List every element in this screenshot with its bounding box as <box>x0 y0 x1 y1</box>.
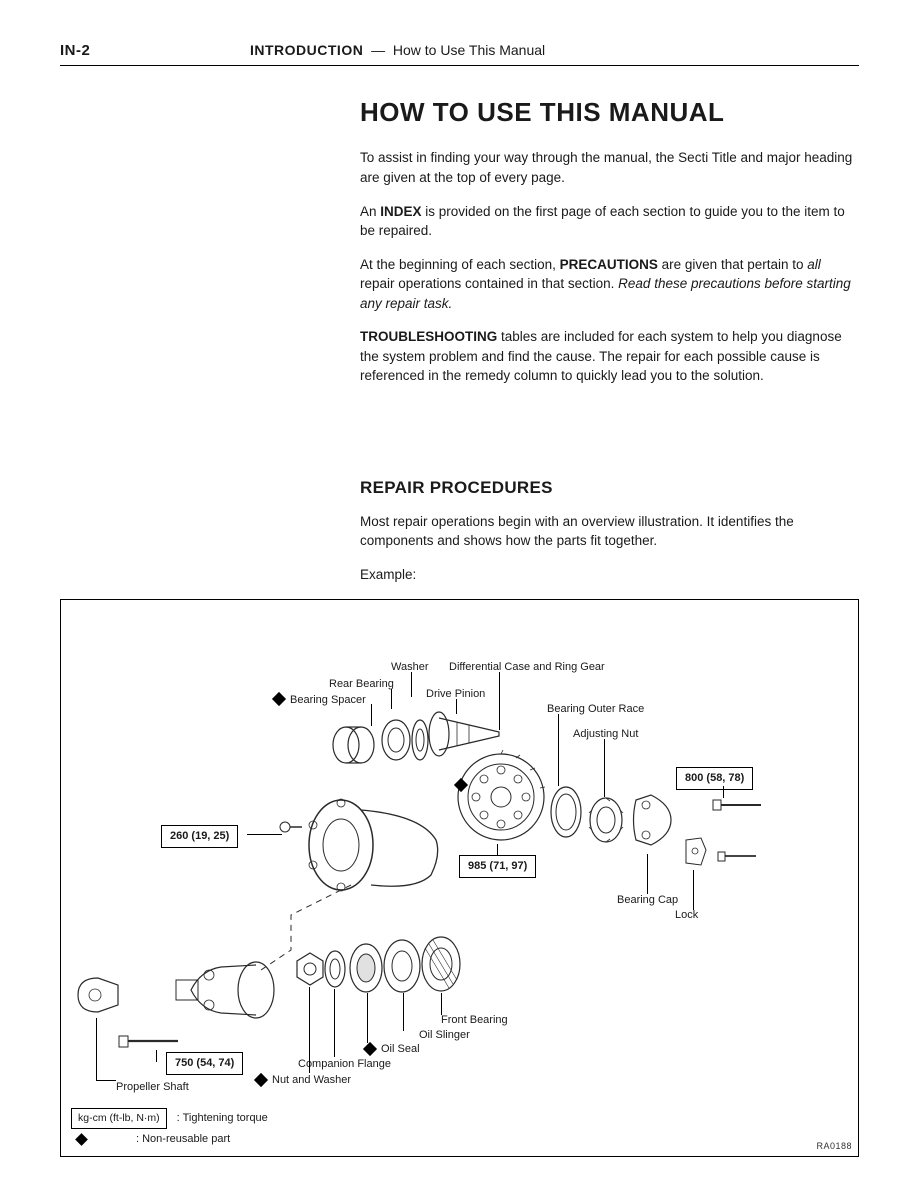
diamond-icon <box>363 1041 377 1055</box>
leader-line <box>96 1080 116 1081</box>
section-subtitle-text: How to Use This Manual <box>393 42 545 58</box>
label-lock: Lock <box>675 908 698 923</box>
intro-paragraph-3: At the beginning of each section, PRECAU… <box>360 255 859 314</box>
part-bolt <box>716 848 761 866</box>
p2b: INDEX <box>380 204 421 219</box>
intro-paragraph-4: TROUBLESHOOTING tables are included for … <box>360 327 859 386</box>
part-oil-slinger <box>381 938 423 994</box>
leader-line <box>604 739 605 797</box>
header-title-block: INTRODUCTION — How to Use This Manual <box>250 41 545 61</box>
leader-line <box>391 689 392 709</box>
label-bearing-cap: Bearing Cap <box>617 893 678 908</box>
torque-box-2: 800 (58, 78) <box>676 767 753 790</box>
section-name: INTRODUCTION <box>250 42 363 58</box>
part-oil-seal <box>346 942 386 994</box>
label-rear-bearing: Rear Bearing <box>329 677 394 692</box>
part-bearing-cap <box>626 790 681 855</box>
part-companion-flange <box>171 955 281 1025</box>
leader-line <box>247 834 282 835</box>
legend-units-desc: : Tightening torque <box>177 1111 268 1126</box>
part-front-bearing <box>419 934 464 994</box>
diamond-icon <box>254 1072 268 1086</box>
leader-line <box>371 704 372 726</box>
part-bolt <box>279 820 304 834</box>
leader-line <box>647 854 648 894</box>
label-propeller-shaft: Propeller Shaft <box>116 1080 189 1095</box>
legend-diamond-desc: : Non-reusable part <box>136 1132 230 1147</box>
leader-line <box>411 672 412 697</box>
intro-paragraph-1: To assist in finding your way through th… <box>360 148 859 187</box>
leader-line <box>723 786 724 798</box>
torque-box-3: 985 (71, 97) <box>459 855 536 878</box>
diamond-icon <box>272 691 286 705</box>
part-bolt <box>711 795 766 815</box>
part-ring-gear <box>456 750 546 845</box>
label-diff-case: Differential Case and Ring Gear <box>449 660 605 675</box>
label-bearing-outer-race: Bearing Outer Race <box>547 702 644 717</box>
part-lock <box>681 835 711 870</box>
exploded-diagram: Washer Differential Case and Ring Gear R… <box>60 599 859 1157</box>
torque-box-4: 750 (54, 74) <box>166 1052 243 1075</box>
figure-id: RA0188 <box>816 1140 852 1153</box>
p2a: An <box>360 204 380 219</box>
diamond-icon <box>75 1133 88 1146</box>
part-washer-small <box>321 948 349 990</box>
torque-box-1: 260 (19, 25) <box>161 825 238 848</box>
part-bearing-spacer <box>331 725 381 780</box>
leader-line <box>367 993 368 1043</box>
part-adjusting-nut <box>586 795 626 845</box>
legend: kg-cm (ft-lb, N·m) : Tightening torque :… <box>71 1105 268 1147</box>
label-oil-seal: Oil Seal <box>381 1042 420 1057</box>
label-front-bearing: Front Bearing <box>441 1013 508 1028</box>
leader-line <box>441 993 442 1015</box>
leader-line <box>558 714 559 786</box>
intro-paragraph-2: An INDEX is provided on the first page o… <box>360 202 859 241</box>
leader-line <box>497 844 498 856</box>
leader-line <box>96 1018 97 1080</box>
example-label: Example: <box>360 565 859 585</box>
p4a: TROUBLESHOOTING <box>360 329 497 344</box>
part-propeller-yoke <box>73 970 128 1020</box>
label-nut-and-washer: Nut and Washer <box>272 1073 351 1088</box>
leader-line <box>334 989 335 1057</box>
page-header: IN-2 INTRODUCTION — How to Use This Manu… <box>60 40 859 66</box>
p3e: repair operations contained in that sect… <box>360 276 618 291</box>
label-companion-flange: Companion Flange <box>298 1057 391 1072</box>
content-area: HOW TO USE THIS MANUAL To assist in find… <box>360 94 859 585</box>
page-title: HOW TO USE THIS MANUAL <box>360 94 859 130</box>
repair-intro: Most repair operations begin with an ove… <box>360 512 859 551</box>
repair-heading: REPAIR PROCEDURES <box>360 476 859 500</box>
leader-line <box>693 870 694 910</box>
leader-line <box>156 1050 157 1062</box>
label-washer: Washer <box>391 660 429 675</box>
label-adjusting-nut: Adjusting Nut <box>573 727 638 742</box>
p3c: are given that pertain to <box>658 257 807 272</box>
part-outer-race <box>546 785 586 840</box>
p2c: is provided on the first page of each se… <box>360 204 845 239</box>
leader-line <box>403 993 404 1031</box>
label-bearing-spacer: Bearing Spacer <box>290 693 366 708</box>
leader-line <box>309 987 310 1073</box>
p3b: PRECAUTIONS <box>560 257 658 272</box>
legend-units: kg-cm (ft-lb, N·m) <box>71 1108 167 1129</box>
p3d: all <box>807 257 821 272</box>
p3a: At the beginning of each section, <box>360 257 560 272</box>
page-number: IN-2 <box>60 40 250 61</box>
part-bolt <box>116 1030 186 1052</box>
section-subtitle: — <box>367 42 393 58</box>
label-oil-slinger: Oil Slinger <box>419 1028 470 1043</box>
